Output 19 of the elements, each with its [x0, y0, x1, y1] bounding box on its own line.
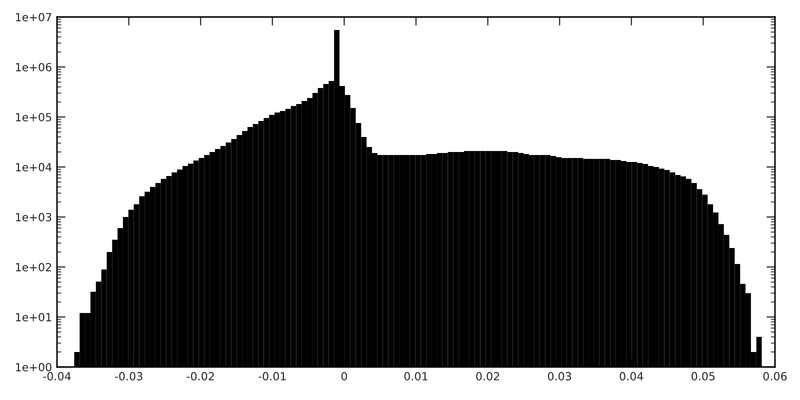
x-tick-label: 0.03	[548, 372, 572, 380]
x-tick-label: -0.04	[43, 372, 71, 380]
x-tick-label: 0.05	[692, 372, 715, 380]
y-tick-label: 1e+04	[16, 162, 52, 172]
y-tick-label: 1e+02	[16, 262, 52, 272]
x-tick-label: 0.04	[620, 372, 644, 380]
x-tick-label: 0.02	[476, 372, 500, 380]
x-tick-label: -0.01	[258, 372, 286, 380]
y-tick-label: 1e+00	[16, 362, 52, 372]
y-tick-label: 1e+07	[16, 12, 52, 22]
y-tick-label: 1e+05	[16, 112, 52, 122]
x-tick-label: -0.02	[186, 372, 214, 380]
y-tick-label: 1e+03	[16, 212, 52, 222]
x-tick-label: 0.01	[404, 372, 428, 380]
x-tick-label: 0	[341, 372, 347, 380]
x-tick-label: -0.03	[114, 372, 142, 380]
x-tick-label: 0.06	[763, 372, 787, 380]
y-tick-label: 1e+01	[16, 312, 52, 322]
y-tick-label: 1e+06	[16, 62, 52, 72]
